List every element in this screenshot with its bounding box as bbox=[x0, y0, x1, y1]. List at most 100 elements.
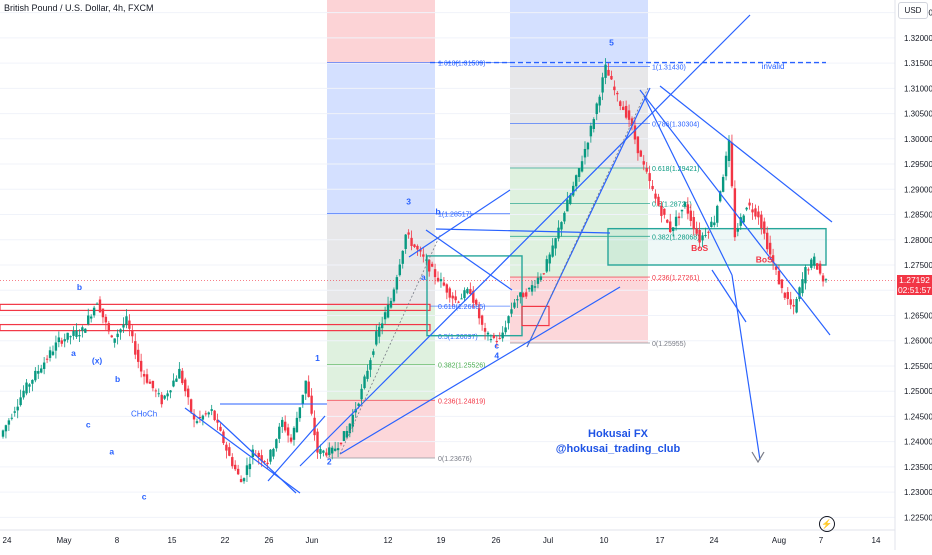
candle-body bbox=[307, 381, 310, 397]
candle-body bbox=[31, 379, 34, 384]
candle-body bbox=[636, 136, 640, 154]
candle-body bbox=[460, 298, 463, 300]
x-tick-label: 19 bbox=[437, 536, 446, 545]
candle-body bbox=[642, 161, 645, 165]
candle-body bbox=[624, 105, 628, 118]
candle-body bbox=[666, 219, 669, 223]
y-tick-label: 1.23000 bbox=[904, 488, 932, 497]
candle-body bbox=[574, 175, 578, 187]
watermark-line-2: @hokusai_trading_club bbox=[556, 443, 681, 455]
candle-body bbox=[713, 222, 716, 226]
candle-body bbox=[289, 437, 293, 442]
candle-body bbox=[654, 193, 657, 199]
fib-label-right: 0.786(1.30304) bbox=[652, 121, 699, 128]
candle-body bbox=[419, 249, 422, 252]
candle-body bbox=[427, 259, 431, 272]
candle-body bbox=[319, 449, 322, 454]
candle-body bbox=[278, 426, 281, 439]
projection-line-long bbox=[731, 274, 761, 461]
candle-body bbox=[677, 216, 681, 219]
candle-body bbox=[386, 304, 390, 318]
candle-body bbox=[151, 380, 155, 389]
wave-label: invalid bbox=[762, 62, 785, 71]
candle-body bbox=[266, 462, 269, 465]
wave-label: a bbox=[71, 348, 76, 358]
red-zone-top bbox=[327, 0, 435, 63]
candle-body bbox=[328, 447, 331, 456]
candle-body bbox=[783, 292, 787, 298]
y-tick-label: 1.25000 bbox=[904, 387, 932, 396]
candle-body bbox=[119, 329, 122, 333]
candle-body bbox=[616, 92, 619, 95]
candle-body bbox=[457, 301, 460, 303]
candle-body bbox=[154, 390, 158, 392]
wave-label: 1 bbox=[315, 353, 320, 363]
lightning-icon[interactable]: ⚡ bbox=[819, 516, 835, 532]
candle-body bbox=[651, 185, 654, 190]
candle-body bbox=[572, 185, 575, 196]
currency-button[interactable]: USD bbox=[898, 2, 928, 19]
x-tick-label: Jul bbox=[543, 536, 553, 545]
candle-body bbox=[69, 336, 72, 338]
candle-body bbox=[395, 277, 399, 290]
candle-body bbox=[325, 452, 328, 456]
candle-body bbox=[433, 269, 437, 278]
fib-label-right: 0.382(1.28068) bbox=[652, 234, 699, 241]
candle-body bbox=[157, 393, 160, 395]
candle-body bbox=[345, 430, 349, 438]
fib-label-left: 0.5(1.26097) bbox=[438, 334, 478, 341]
candle-body bbox=[236, 468, 240, 475]
candle-body bbox=[283, 421, 287, 431]
candle-body bbox=[34, 370, 37, 381]
wave-label: BoS bbox=[691, 243, 708, 253]
candle-body bbox=[401, 250, 404, 264]
candle-body bbox=[66, 332, 69, 340]
candle-body bbox=[504, 327, 507, 333]
candle-body bbox=[292, 427, 296, 440]
candle-body bbox=[613, 86, 616, 91]
candle-body bbox=[239, 479, 243, 483]
candle-body bbox=[333, 448, 337, 451]
candle-body bbox=[542, 273, 546, 275]
support-resistance-zones bbox=[0, 227, 895, 337]
background-zones bbox=[327, 0, 648, 458]
candle-body bbox=[463, 290, 466, 299]
fib-label-left: 1(1.28517) bbox=[438, 212, 472, 219]
candle-body bbox=[169, 390, 172, 393]
candle-body bbox=[160, 394, 163, 405]
candle-body bbox=[477, 308, 481, 319]
x-tick-label: Aug bbox=[772, 536, 786, 545]
candle-body bbox=[824, 279, 828, 281]
candle-body bbox=[189, 399, 193, 413]
wave-5-drop-line bbox=[643, 95, 733, 276]
candle-body bbox=[139, 360, 143, 372]
wave-label: (x) bbox=[92, 355, 103, 365]
x-tick-label: 7 bbox=[819, 536, 824, 545]
candle-body bbox=[116, 333, 119, 338]
candle-body bbox=[430, 263, 434, 267]
candle-body bbox=[577, 168, 581, 177]
main-channel-upper bbox=[299, 14, 751, 467]
wave-label: 3 bbox=[406, 196, 411, 206]
candle-body bbox=[674, 216, 678, 227]
candle-body bbox=[619, 101, 622, 107]
candle-body bbox=[301, 394, 305, 404]
candle-body bbox=[807, 269, 810, 271]
wave-a-b-line bbox=[408, 189, 511, 258]
candle-body bbox=[701, 235, 704, 241]
candle-body bbox=[104, 316, 108, 323]
x-tick-label: 10 bbox=[600, 536, 609, 545]
candle-body bbox=[369, 360, 372, 370]
candle-body bbox=[422, 254, 425, 257]
candle-body bbox=[392, 289, 396, 302]
candle-body bbox=[607, 69, 610, 76]
candle-body bbox=[51, 351, 55, 355]
candle-body bbox=[128, 320, 131, 329]
candle-body bbox=[178, 368, 181, 379]
channel-upper-left bbox=[217, 419, 297, 494]
wave-label: b bbox=[435, 207, 440, 217]
candle-body bbox=[763, 221, 766, 234]
candle-body bbox=[410, 237, 413, 247]
candle-body bbox=[216, 419, 219, 423]
